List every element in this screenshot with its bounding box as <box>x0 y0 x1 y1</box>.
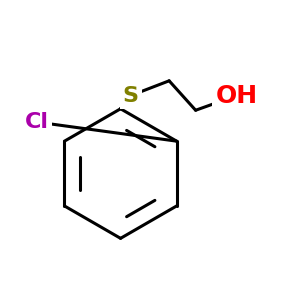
Text: Cl: Cl <box>25 112 49 132</box>
Text: OH: OH <box>216 83 258 107</box>
Text: S: S <box>123 85 139 106</box>
